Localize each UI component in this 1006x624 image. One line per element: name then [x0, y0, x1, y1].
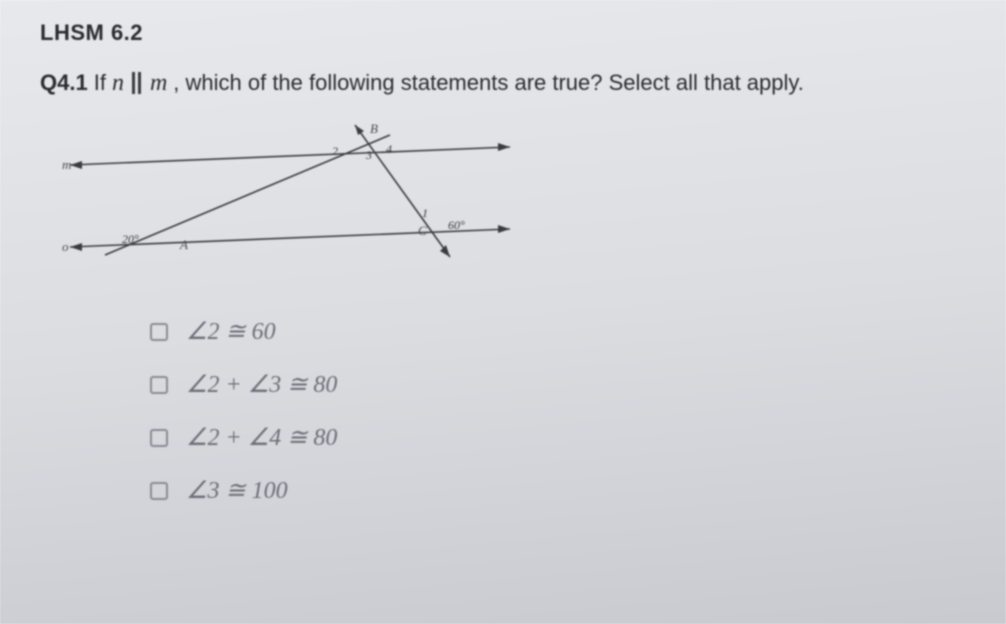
angle-60: 60° [448, 218, 465, 232]
checkbox-2[interactable] [150, 376, 168, 394]
arrow-o-left [70, 243, 82, 251]
choice-3[interactable]: ∠2 + ∠4 ≅ 80 [150, 423, 966, 452]
header-title: LHSM 6.2 [40, 20, 966, 46]
checkbox-1[interactable] [150, 323, 168, 341]
question-number: Q4.1 [40, 70, 88, 96]
arrow-m-left [70, 161, 82, 169]
choice-2[interactable]: ∠2 + ∠3 ≅ 80 [150, 370, 966, 399]
label-B: B [370, 121, 378, 136]
question-var-m: m [150, 70, 167, 97]
label-C: C [418, 223, 427, 238]
checkbox-3[interactable] [150, 429, 168, 447]
choice-3-text: ∠2 + ∠4 ≅ 80 [186, 423, 337, 452]
question-text: Q4.1 If n m , which of the following sta… [40, 68, 966, 97]
choice-2-text: ∠2 + ∠3 ≅ 80 [186, 370, 337, 399]
choice-4-text: ∠3 ≅ 100 [186, 476, 288, 505]
question-prefix: If [94, 70, 106, 96]
arrow-m-right [498, 143, 510, 151]
label-A: A [179, 237, 188, 252]
choice-1[interactable]: ∠2 ≅ 60 [150, 317, 966, 346]
angle-2: 2 [332, 144, 338, 158]
checkbox-4[interactable] [150, 482, 168, 500]
page-root: LHSM 6.2 Q4.1 If n m , which of the foll… [0, 0, 1006, 624]
label-m: m [62, 157, 71, 172]
arrow-o-right [498, 225, 510, 233]
choice-4[interactable]: ∠3 ≅ 100 [150, 476, 966, 505]
geometry-figure: m o A B C 2 3 4 1 60° 20° [50, 117, 530, 277]
angle-1: 1 [422, 206, 428, 220]
label-o: o [62, 239, 69, 254]
figure-svg: m o A B C 2 3 4 1 60° 20° [50, 117, 530, 277]
angle-4: 4 [386, 142, 392, 156]
question-suffix: , which of the following statements are … [173, 70, 804, 96]
parallel-icon [130, 72, 144, 94]
choice-1-text: ∠2 ≅ 60 [186, 317, 276, 346]
arrow-bc-bot [440, 245, 450, 257]
transversal-bc [355, 125, 450, 257]
answer-choices: ∠2 ≅ 60 ∠2 + ∠3 ≅ 80 ∠2 + ∠4 ≅ 80 ∠3 ≅ 1… [150, 317, 966, 505]
question-var-n: n [112, 70, 124, 97]
transversal-a [105, 135, 390, 255]
angle-20: 20° [122, 232, 139, 246]
arrow-bc-top [355, 125, 364, 135]
angle-3: 3 [365, 148, 372, 162]
line-m [70, 147, 510, 165]
